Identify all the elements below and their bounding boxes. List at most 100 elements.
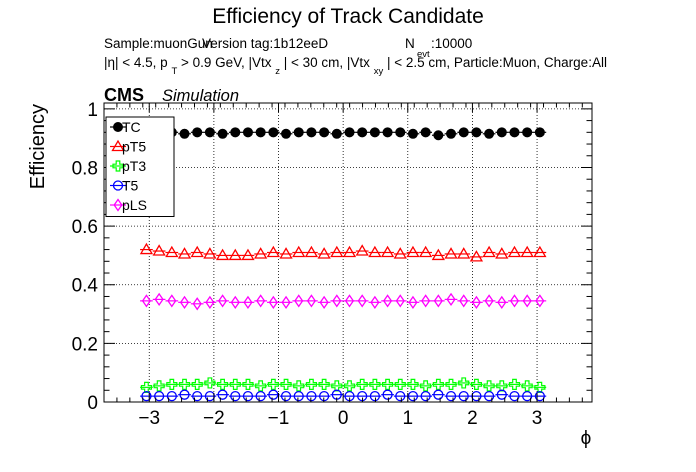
data-point [407,378,419,391]
data-point [343,380,356,392]
data-point [408,295,418,309]
legend-label: pLS [122,197,147,213]
data-point [433,294,443,308]
data-point [268,295,278,309]
data-point [192,390,203,402]
data-point [293,127,304,138]
data-point [421,294,431,308]
x-tick-label: 1 [402,408,413,429]
data-point [280,378,292,391]
data-point [457,247,471,259]
data-point [344,127,355,138]
data-point [522,127,533,138]
data-point [432,378,444,391]
cut-text-1: |η| < 4.5, p [104,55,168,70]
data-point [204,390,216,402]
simulation-label: Simulation [162,87,239,105]
x-tick-label: −3 [138,408,160,429]
data-point [255,390,266,402]
data-point [395,127,406,138]
data-point [255,127,266,138]
nevt-symbol: N [405,36,415,51]
data-point [331,128,342,139]
data-point [166,378,178,391]
data-point [458,377,470,389]
sample-label: Sample:muonGun [104,36,213,51]
cut-text-4: | < 2.5 cm, Particle:Muon, Charge:All [387,55,607,70]
legend-entry-tc: TC [110,119,141,135]
data-point [370,295,380,309]
data-point [445,390,457,402]
x-tick-label: −2 [203,408,225,429]
data-point [382,294,393,308]
data-point [356,378,368,391]
y-tick-label: 0.6 [72,217,98,238]
data-point [192,127,203,138]
data-point [458,127,469,138]
data-point [419,245,433,258]
data-point [139,242,154,255]
data-point [446,128,457,139]
data-point [332,294,342,308]
legend-marker [113,198,123,212]
data-point [179,389,190,400]
data-point [281,128,292,139]
x-tick-label: 0 [338,408,349,429]
data-point [229,378,241,391]
data-point [380,245,395,258]
data-point [281,295,291,309]
data-point [165,245,179,258]
data-point [177,247,192,259]
y-tick-label: 0.2 [72,334,98,355]
data-point [318,378,330,391]
data-point [306,390,317,402]
data-point [483,380,495,392]
data-point [230,295,240,309]
data-point [317,247,331,259]
data-point [496,389,507,400]
data-point [535,294,545,308]
data-point [293,390,304,402]
data-point [203,247,217,259]
y-tick-label: 0 [87,393,98,414]
data-point [190,245,204,258]
data-point [444,247,458,259]
data-point [509,390,520,402]
data-point [191,378,203,391]
chart-subtitle-line1: Sample:muonGun Version tag:1b12eeD N evt… [104,36,472,60]
data-point [393,247,407,259]
series-pt5 [139,242,547,262]
legend-entry-pls: pLS [110,197,147,213]
data-point [242,127,253,138]
data-point [509,127,520,138]
data-point [178,378,191,391]
data-point [522,294,532,308]
data-point [407,390,419,402]
series-pls [140,292,547,311]
data-point [406,245,420,258]
cut-sub-3: xy [374,66,384,77]
data-point [342,245,357,258]
data-point [266,245,280,258]
data-point [458,390,469,402]
data-point [192,297,202,311]
data-point [534,127,545,138]
legend-marker [111,139,125,152]
cut-text-3: | < 30 cm, |Vtx [284,55,370,70]
data-point [153,390,165,402]
data-point [395,390,406,402]
data-point [228,248,242,261]
data-point [520,245,534,258]
legend-marker [113,122,123,132]
plot-frame [103,102,593,403]
y-axis-label: Efficiency [27,104,49,189]
data-point [204,127,215,138]
y-tick-label: 0.8 [72,158,98,179]
data-point [255,380,267,392]
x-axis-label: ϕ [581,428,592,449]
y-tick-label: 0.4 [72,276,99,297]
data-point [179,295,190,309]
data-point [484,128,495,139]
data-point [357,294,367,308]
